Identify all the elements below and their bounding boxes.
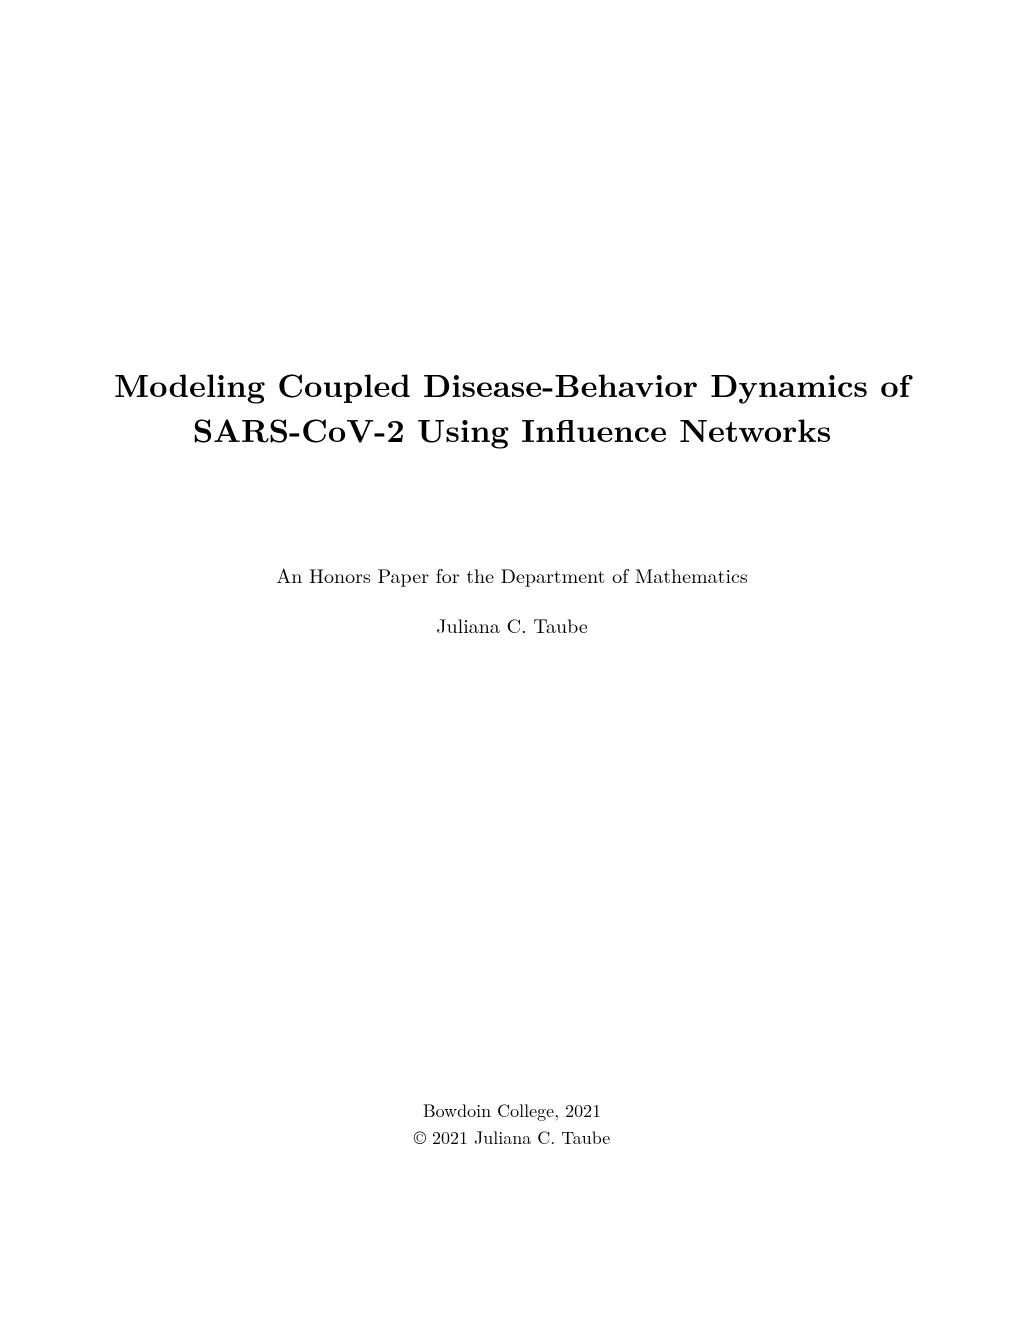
footer: Bowdoin College, 2021 © 2021 Juliana C. … (0, 1097, 1024, 1151)
copyright: © 2021 Juliana C. Taube (0, 1124, 1024, 1151)
institution: Bowdoin College, 2021 (0, 1097, 1024, 1124)
author-name: Juliana C. Taube (0, 610, 1024, 639)
paper-subtitle: An Honors Paper for the Department of Ma… (0, 560, 1024, 590)
paper-title: Modeling Coupled Disease-Behavior Dynami… (0, 363, 1024, 453)
title-page: Modeling Coupled Disease-Behavior Dynami… (0, 0, 1024, 1324)
